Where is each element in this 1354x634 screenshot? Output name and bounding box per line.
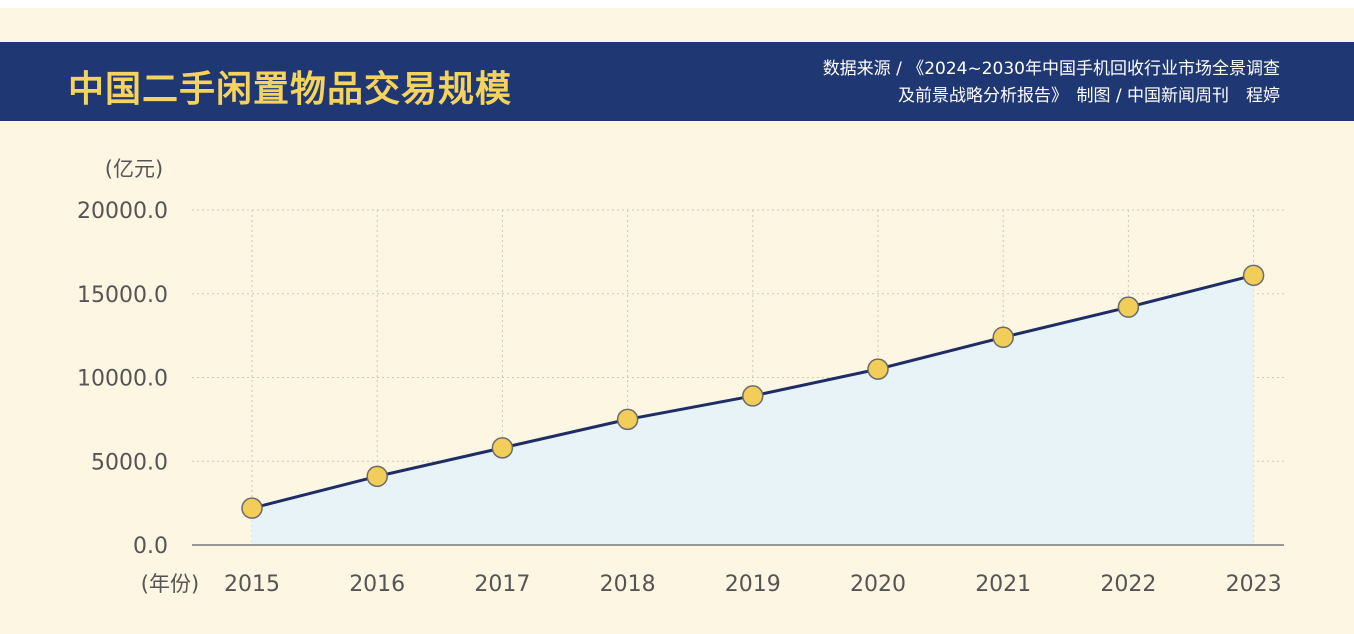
x-axis-unit-label: (年份)	[141, 572, 199, 596]
y-tick-label: 5000.0	[91, 450, 168, 475]
source-line-2: 及前景战略分析报告》 制图 / 中国新闻周刊 程婷	[897, 86, 1280, 106]
chart-title: 中国二手闲置物品交易规模	[68, 69, 513, 110]
x-tick-label: 2022	[1100, 572, 1156, 597]
y-tick-labels: 0.0 5000.0 10000.0 15000.0 20000.0	[77, 199, 168, 559]
y-tick-label: 10000.0	[77, 367, 168, 392]
y-tick-label: 0.0	[133, 534, 168, 559]
x-tick-label: 2019	[725, 572, 781, 597]
data-point-2021	[992, 326, 1014, 349]
x-tick-label: 2018	[600, 572, 656, 597]
x-tick-label: 2017	[474, 572, 530, 597]
x-tick-label: 2023	[1226, 572, 1282, 597]
data-point-2020	[867, 358, 889, 380]
data-point-2023	[1242, 264, 1265, 287]
data-point-2018	[616, 408, 639, 431]
data-point-2016	[366, 465, 388, 488]
x-tick-labels: 2015 2016 2017 2018 2019 2020 2021 2022 2023	[224, 572, 1282, 597]
x-tick-label: 2015	[224, 572, 280, 597]
x-tick-label: 2016	[349, 572, 405, 597]
y-tick-label: 15000.0	[77, 283, 168, 308]
y-axis-unit-label: (亿元)	[105, 157, 163, 181]
source-line-1: 数据来源 / 《2024~2030年中国手机回收行业市场全景调查	[822, 59, 1280, 79]
source-credit: 数据来源 / 《2024~2030年中国手机回收行业市场全景调查 及前景战略分析…	[823, 56, 1280, 110]
top-strip	[0, 0, 1354, 8]
data-point-2017	[491, 437, 514, 459]
title-banner: 中国二手闲置物品交易规模 数据来源 / 《2024~2030年中国手机回收行业市…	[0, 42, 1354, 121]
y-tick-label: 20000.0	[77, 199, 168, 224]
data-point-2022	[1117, 296, 1140, 318]
data-point-2019	[742, 385, 764, 407]
data-point-2015	[241, 497, 263, 519]
x-tick-label: 2021	[975, 572, 1031, 597]
x-tick-label: 2020	[850, 572, 906, 597]
marker-layer	[241, 264, 1265, 519]
